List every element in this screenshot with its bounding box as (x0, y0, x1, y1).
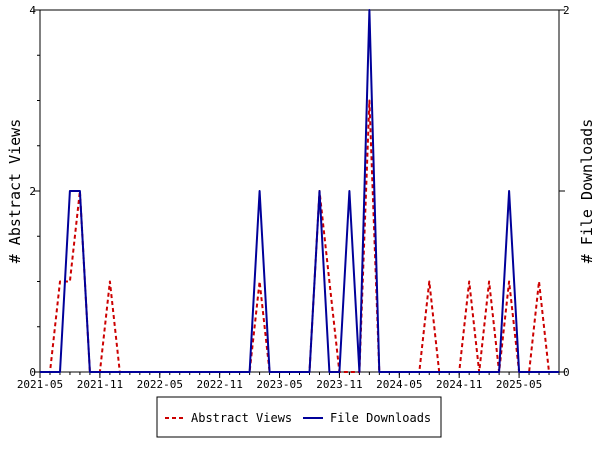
x-tick-label: 2022-05 (137, 378, 183, 391)
legend-box (156, 396, 442, 438)
y-left-tick-label: 2 (29, 185, 36, 198)
y-right-tick-label: 0 (563, 366, 570, 379)
series-layer (40, 9, 559, 373)
y-axis-left-title: # Abstract Views (6, 119, 24, 264)
legend: Abstract Views File Downloads (156, 396, 442, 438)
y-axis-right: 02 (559, 4, 570, 379)
y-left-tick-label: 4 (29, 4, 36, 17)
x-tick-label: 2024-11 (436, 378, 482, 391)
y-left-tick-label: 0 (29, 366, 36, 379)
series-line-file-downloads (40, 9, 559, 373)
legend-label-abstract-views: Abstract Views (191, 411, 292, 425)
x-axis: 2021-05 2021-11 2022-05 2022-11 2023-05 2023-… (17, 372, 560, 391)
x-tick-label: 2023-05 (256, 378, 302, 391)
x-tick-label: 2022-11 (196, 378, 242, 391)
x-tick-label: 2024-05 (376, 378, 422, 391)
x-tick-label: 2023-11 (316, 378, 362, 391)
x-tick-label: 2021-05 (17, 378, 63, 391)
legend-label-file-downloads: File Downloads (330, 411, 431, 425)
x-tick-label: 2025-05 (496, 378, 542, 391)
y-right-tick-label: 2 (563, 4, 570, 17)
y-axis-left: 0 2 4 (29, 4, 40, 379)
y-axis-right-title: # File Downloads (578, 119, 596, 264)
plot-area (39, 9, 560, 373)
x-tick-label: 2021-11 (77, 378, 123, 391)
